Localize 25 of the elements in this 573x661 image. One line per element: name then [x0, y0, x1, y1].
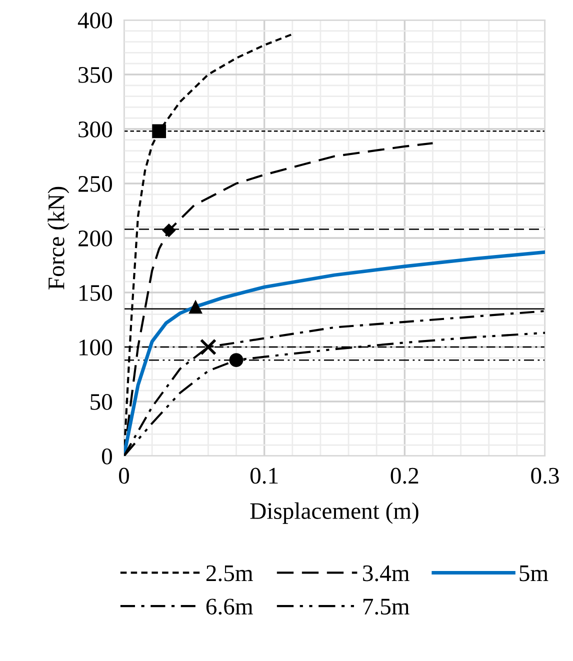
y-tick-label: 0 [102, 448, 112, 464]
x-axis-title: Displacement (m) [250, 502, 418, 524]
y-tick-label: 50 [90, 394, 112, 410]
legend-label: 6.6m [206, 598, 253, 615]
x-tick-label: 0.3 [531, 468, 559, 484]
y-tick-label: 300 [78, 121, 112, 138]
point [152, 124, 166, 138]
y-tick-label: 150 [80, 284, 112, 301]
point [229, 353, 244, 368]
legend-label: 3.4m [363, 565, 410, 582]
y-tick-label: 400 [78, 12, 112, 28]
y-tick-label: 250 [78, 176, 112, 192]
y-tick-label: 350 [78, 66, 112, 83]
x-tick-label: 0.1 [250, 468, 278, 484]
point [162, 223, 176, 238]
x-tick-label: 0.2 [390, 468, 418, 484]
legend-label: 7.5m [363, 598, 410, 615]
x-tick-label: 0 [118, 468, 130, 484]
y-tick-label: 100 [80, 339, 112, 356]
y-tick-label: 200 [78, 230, 112, 246]
point [188, 300, 203, 314]
legend-label: 5m [520, 566, 548, 582]
point [200, 338, 217, 356]
y-axis-title: Force (kN) [48, 186, 70, 290]
legend-label: 2.5m [206, 565, 253, 582]
